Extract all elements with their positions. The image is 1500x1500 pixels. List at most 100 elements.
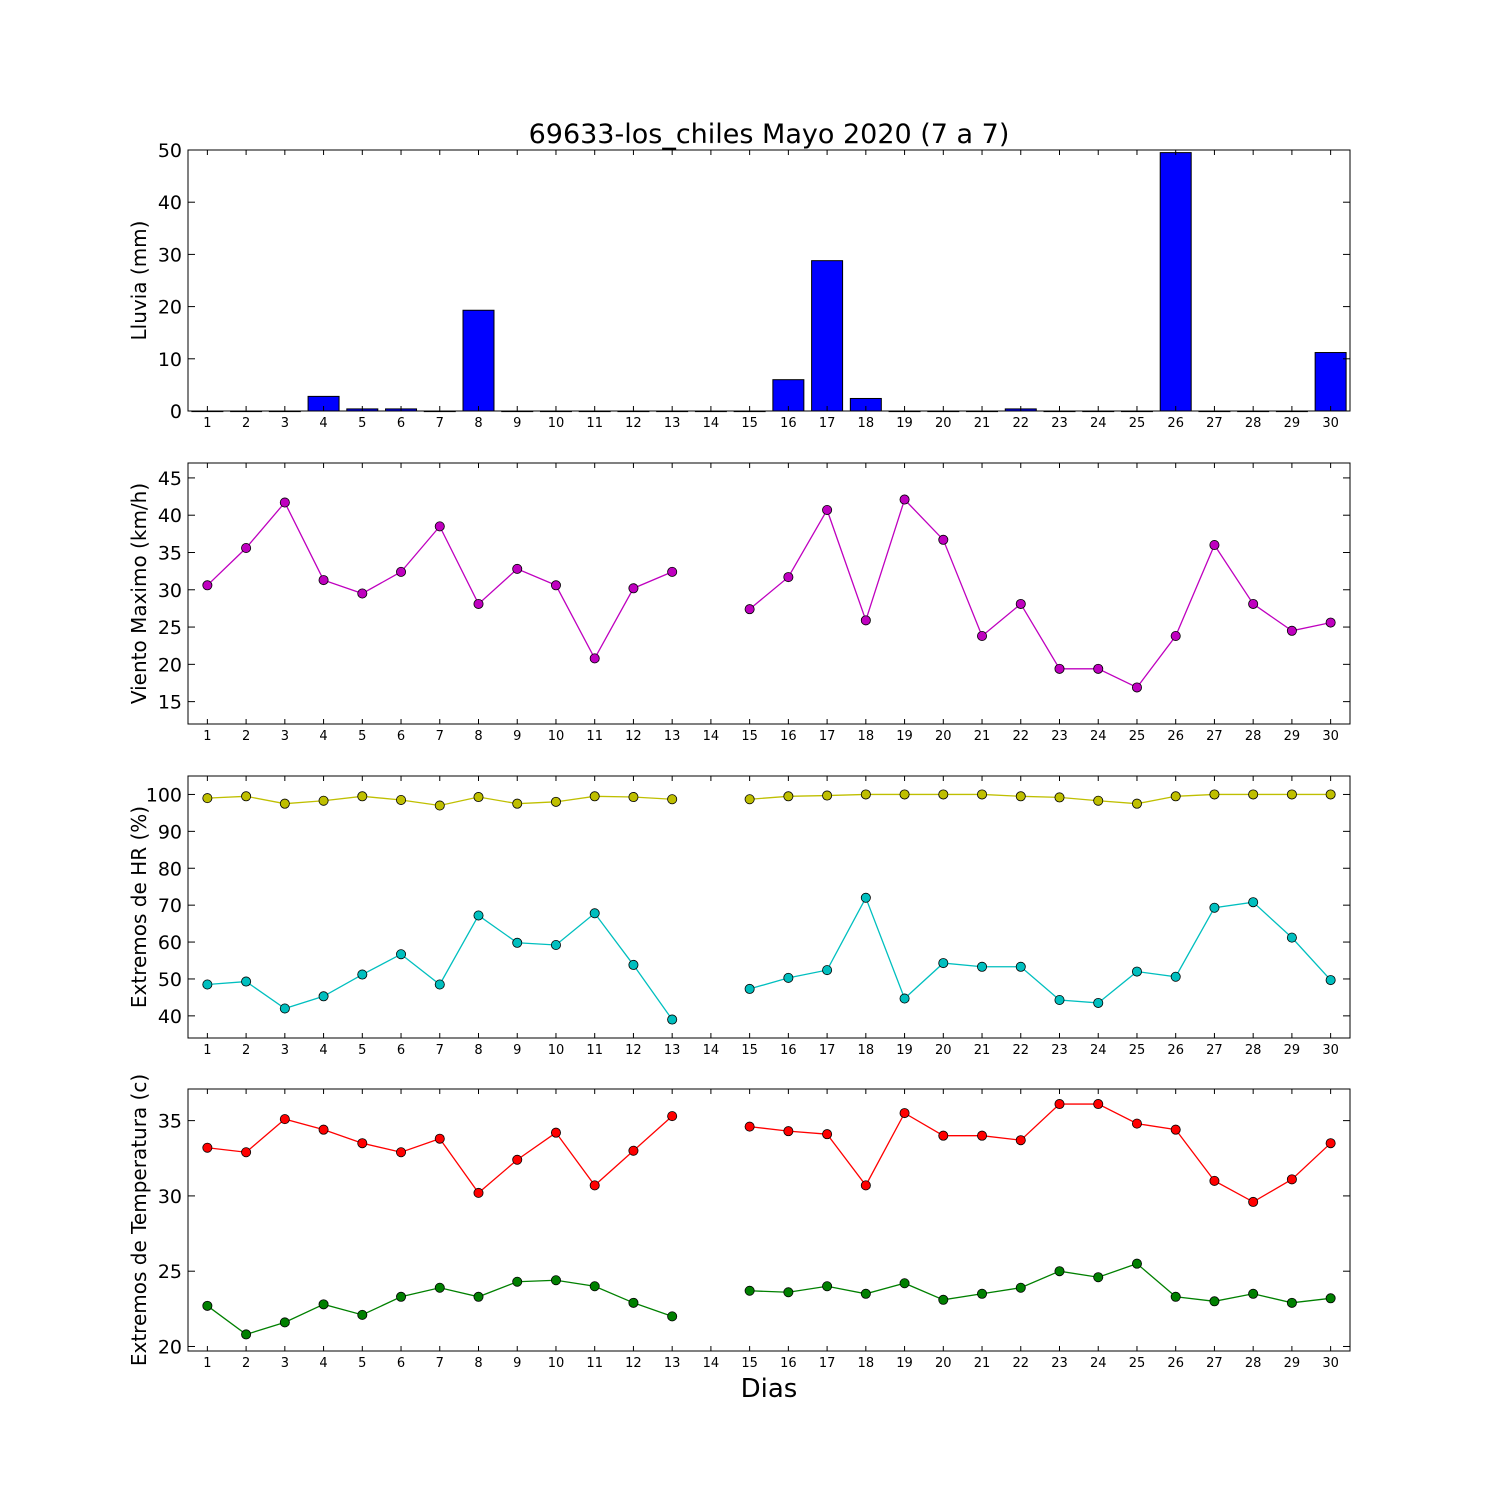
x-tick-label: 10 (548, 729, 565, 744)
series-2-line-2 (749, 1262, 1331, 1304)
point-s1-day-20 (938, 534, 949, 545)
x-tick-label: 19 (896, 1043, 913, 1058)
point-s2-day-7 (434, 1282, 445, 1293)
x-tick-label: 18 (858, 416, 875, 431)
point-s1-day-6 (396, 1147, 407, 1158)
x-tick-label: 29 (1284, 1356, 1301, 1371)
x-tick-label: 7 (436, 416, 444, 431)
x-tick-label: 9 (513, 729, 521, 744)
x-tick-label: 5 (358, 416, 366, 431)
point-s1-day-25 (1131, 1118, 1142, 1129)
point-s1-day-20 (938, 789, 949, 800)
point-s2-day-5 (357, 1309, 368, 1320)
x-tick-label: 4 (319, 1043, 327, 1058)
x-tick-label: 25 (1129, 729, 1146, 744)
y-tick-label: 50 (158, 140, 182, 162)
x-tick-label: 23 (1051, 416, 1068, 431)
point-s2-day-25 (1131, 1258, 1142, 1269)
x-tick-label: 11 (586, 1356, 603, 1371)
y-tick-label: 50 (158, 969, 182, 991)
x-tick-label: 1 (203, 729, 211, 744)
y-tick-label: 20 (158, 654, 182, 676)
point-s1-day-15 (744, 604, 755, 615)
point-s2-day-4 (318, 991, 329, 1002)
point-s2-day-27 (1209, 1296, 1220, 1307)
panel-frame (187, 462, 1351, 725)
point-s2-day-1 (202, 1300, 213, 1311)
y-tick-label: 30 (158, 1186, 182, 1208)
series-1-line-2 (749, 1103, 1332, 1203)
x-tick-label: 27 (1206, 729, 1223, 744)
point-s2-day-30 (1325, 975, 1336, 986)
point-s2-day-6 (396, 949, 407, 960)
point-s2-day-23 (1054, 994, 1065, 1005)
point-s1-day-1 (202, 580, 213, 591)
point-s1-day-26 (1170, 791, 1181, 802)
point-s1-day-4 (318, 1124, 329, 1135)
y-tick-label: 35 (158, 1111, 182, 1133)
x-tick-label: 24 (1090, 1356, 1107, 1371)
x-tick-label: 13 (664, 729, 681, 744)
point-s1-day-3 (279, 497, 290, 508)
x-tick-label: 1 (203, 1356, 211, 1371)
y-tick-label: 20 (158, 1336, 182, 1358)
point-s1-day-28 (1248, 598, 1259, 609)
y-tick-label: 30 (158, 580, 182, 602)
point-s1-day-19 (899, 494, 910, 505)
y-tick-label: 45 (158, 468, 182, 490)
point-s1-day-19 (899, 789, 910, 800)
point-s1-day-9 (512, 563, 523, 574)
x-tick-label: 28 (1245, 1356, 1262, 1371)
x-tick-label: 24 (1090, 729, 1107, 744)
x-tick-label: 25 (1129, 1356, 1146, 1371)
point-s2-day-5 (357, 969, 368, 980)
y-axis-label: Extremos de Temperatura (c) (127, 1074, 151, 1366)
x-tick-label: 7 (436, 729, 444, 744)
point-s1-day-27 (1209, 1175, 1220, 1186)
point-s2-day-2 (241, 976, 252, 987)
x-tick-label: 30 (1322, 416, 1339, 431)
y-tick-label: 70 (158, 895, 182, 917)
point-s1-day-21 (977, 631, 988, 642)
point-s2-day-20 (938, 1294, 949, 1305)
x-tick-label: 28 (1245, 416, 1262, 431)
point-s2-day-19 (899, 1278, 910, 1289)
x-tick-label: 22 (1012, 416, 1029, 431)
x-tick-label: 21 (974, 729, 991, 744)
x-tick-label: 28 (1245, 1043, 1262, 1058)
point-s2-day-28 (1248, 1288, 1259, 1299)
x-tick-label: 27 (1206, 1043, 1223, 1058)
point-s1-day-2 (241, 543, 252, 554)
point-s2-day-29 (1286, 1297, 1297, 1308)
point-s1-day-23 (1054, 663, 1065, 674)
x-tick-label: 12 (625, 416, 642, 431)
x-tick-label: 16 (780, 1356, 797, 1371)
x-tick-label: 2 (242, 1043, 250, 1058)
x-tick-label: 5 (358, 729, 366, 744)
point-s1-day-2 (241, 1147, 252, 1158)
x-tick-label: 26 (1167, 1356, 1184, 1371)
x-axis-label: Dias (741, 1374, 798, 1404)
x-tick-label: 21 (974, 416, 991, 431)
point-s1-day-10 (550, 796, 561, 807)
panel-frame (187, 775, 1351, 1039)
point-s2-day-18 (860, 1288, 871, 1299)
point-s1-day-3 (279, 798, 290, 809)
point-s1-day-18 (860, 1180, 871, 1191)
x-tick-label: 12 (625, 1043, 642, 1058)
x-tick-label: 23 (1051, 729, 1068, 744)
point-s1-day-3 (279, 1114, 290, 1125)
point-s2-day-15 (744, 983, 755, 994)
x-tick-label: 15 (741, 416, 758, 431)
x-tick-label: 10 (548, 1043, 565, 1058)
point-s1-day-29 (1286, 1174, 1297, 1185)
point-s1-day-4 (318, 575, 329, 586)
point-s1-day-18 (860, 789, 871, 800)
point-s2-day-12 (628, 1297, 639, 1308)
point-s1-day-9 (512, 1154, 523, 1165)
point-s2-day-3 (279, 1317, 290, 1328)
x-tick-label: 27 (1206, 1356, 1223, 1371)
point-s1-day-23 (1054, 792, 1065, 803)
point-s1-day-11 (589, 653, 600, 664)
